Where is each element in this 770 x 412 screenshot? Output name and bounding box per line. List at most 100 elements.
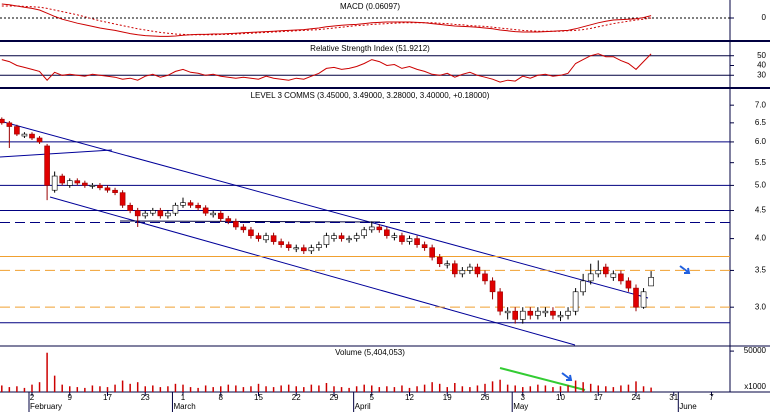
y-tick-label: 3.0 — [755, 302, 767, 311]
candle-body — [142, 212, 149, 217]
x-tick-label: 31 — [669, 393, 678, 402]
volume-bar — [182, 384, 184, 392]
candle-body — [602, 266, 609, 275]
candle-body — [504, 310, 511, 314]
candle-body — [225, 218, 232, 222]
candle-body — [414, 238, 420, 245]
volume-bar — [189, 387, 192, 392]
volume-bar — [1, 385, 3, 392]
volume-bar — [212, 387, 214, 392]
candle-body — [202, 207, 209, 214]
volume-bar — [446, 387, 448, 392]
volume-bar — [136, 382, 139, 392]
volume-bar — [491, 381, 494, 392]
x-tick-label: 17 — [594, 393, 603, 402]
volume-bar — [642, 386, 645, 392]
candle-body — [316, 244, 322, 249]
candle-body — [391, 235, 398, 238]
volume-bar — [204, 385, 207, 392]
candle-body — [535, 310, 541, 316]
volume-bar — [582, 382, 584, 392]
volume-bar — [287, 384, 290, 392]
volume-bar — [38, 382, 41, 392]
volume-bar — [227, 384, 230, 392]
volume-trend-line — [499, 367, 586, 391]
volume-bar — [635, 381, 637, 392]
volume-bar — [559, 386, 562, 392]
indicator-line — [1, 3, 652, 37]
candle-body — [323, 235, 330, 245]
volume-bar — [371, 385, 373, 392]
panel-title: Volume (5,404,053) — [335, 348, 405, 357]
panel-title: LEVEL 3 COMMS (3.45000, 3.49000, 3.28000… — [251, 91, 490, 100]
volume-bar — [348, 387, 350, 392]
trend-line — [119, 220, 381, 223]
x-tick-label: 12 — [405, 393, 414, 402]
volume-bar — [272, 387, 275, 392]
volume-bar — [620, 385, 622, 392]
volume-bar — [627, 384, 630, 392]
candle-body — [270, 235, 277, 242]
x-tick-label: 29 — [330, 393, 339, 402]
candle-body — [459, 270, 466, 275]
candle-body — [618, 273, 624, 282]
volume-bar — [106, 387, 109, 392]
y-tick-label: 50000 — [744, 346, 767, 355]
volume-bar — [597, 385, 599, 392]
candle-body — [308, 247, 315, 252]
volume-bar — [310, 384, 313, 392]
candle-body — [557, 314, 564, 318]
volume-bar — [265, 386, 267, 392]
y-tick-label: 30 — [757, 70, 766, 79]
volume-bar — [355, 386, 358, 392]
candle-body — [187, 202, 194, 206]
x-tick-label: 23 — [141, 393, 150, 402]
x-tick-label: 24 — [632, 393, 641, 402]
candle-body — [368, 226, 375, 231]
volume-bar — [53, 375, 56, 392]
candle-body — [633, 287, 639, 308]
x-tick-label: 7 — [709, 393, 714, 402]
volume-bar — [152, 385, 154, 392]
volume-bar — [522, 387, 524, 392]
volume-bar — [612, 387, 615, 392]
candle-body — [444, 263, 451, 266]
candle-body — [300, 247, 307, 252]
candle-body — [150, 210, 156, 214]
candle-body — [421, 244, 428, 249]
candle-body — [89, 185, 96, 187]
candle-body — [44, 145, 50, 186]
x-tick-label: 5 — [370, 393, 375, 402]
candle-body — [467, 266, 473, 271]
indicator-line — [1, 5, 652, 36]
x-tick-label: 17 — [103, 393, 112, 402]
candle-body — [406, 238, 413, 242]
candle-body — [172, 204, 179, 214]
candle-body — [165, 212, 171, 217]
volume-bar — [574, 380, 577, 392]
candle-body — [474, 266, 481, 275]
x-tick-label: 10 — [556, 393, 565, 402]
volume-bar — [76, 387, 79, 392]
x-tick-label: 8 — [219, 393, 224, 402]
candle-body — [255, 235, 262, 239]
candle-body — [21, 133, 28, 137]
month-label: June — [679, 402, 697, 411]
volume-bar — [393, 387, 396, 392]
volume-bar — [295, 386, 297, 392]
candle-body — [29, 133, 35, 139]
candle-body — [233, 221, 239, 228]
volume-bar — [476, 385, 479, 392]
volume-bar — [529, 386, 532, 392]
candle-body — [119, 192, 126, 206]
volume-bar — [46, 352, 48, 392]
volume-bar — [408, 387, 411, 392]
candle-body — [361, 229, 368, 236]
unit-label: x1000 — [744, 382, 766, 391]
candle-body — [451, 263, 458, 275]
x-tick-label: 22 — [292, 393, 301, 402]
y-tick-label: 7.0 — [755, 100, 767, 109]
volume-bar — [589, 383, 592, 392]
volume-bar — [325, 383, 328, 392]
volume-bar — [61, 384, 63, 392]
